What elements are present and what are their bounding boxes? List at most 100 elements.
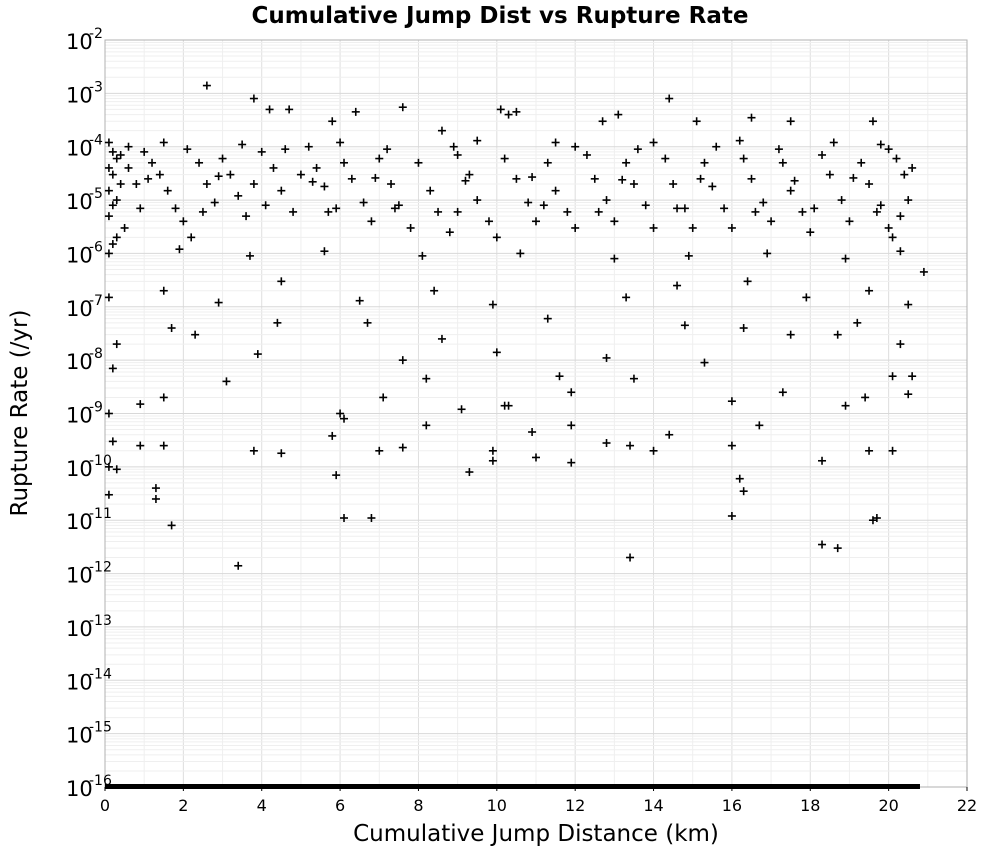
data-point (751, 207, 760, 216)
data-point (218, 154, 227, 163)
data-point (904, 300, 913, 309)
data-point (492, 233, 501, 242)
data-point (175, 245, 184, 254)
data-point (465, 170, 474, 179)
data-point (108, 364, 117, 373)
data-point (273, 318, 282, 327)
data-point (112, 233, 121, 242)
y-tick-label: 10-12 (66, 560, 112, 588)
data-point (727, 441, 736, 450)
data-point (567, 458, 576, 467)
data-point (445, 228, 454, 237)
data-point (798, 207, 807, 216)
data-point (720, 204, 729, 213)
x-tick-labels: 0 2 4 6 8 10 12 14 16 18 20 22 (100, 787, 977, 815)
data-point (500, 154, 509, 163)
data-point (112, 465, 121, 474)
data-point (904, 390, 913, 399)
data-point (892, 154, 901, 163)
data-point (191, 330, 200, 339)
data-point (849, 173, 858, 182)
data-point (104, 212, 113, 221)
data-point (743, 277, 752, 286)
data-point (136, 441, 145, 450)
data-point (896, 247, 905, 256)
data-point (763, 249, 772, 258)
data-point (774, 145, 783, 154)
data-point (833, 544, 842, 553)
x-axis-label: Cumulative Jump Distance (km) (353, 821, 719, 847)
data-point (461, 176, 470, 185)
data-point (629, 374, 638, 383)
y-tick-base: 10 (66, 83, 93, 107)
y-tick-base: 10 (66, 190, 93, 214)
y-tick-exponent: -3 (89, 79, 103, 95)
data-point (735, 136, 744, 145)
data-point (590, 174, 599, 183)
data-points (104, 81, 928, 789)
data-point (700, 358, 709, 367)
data-point (375, 154, 384, 163)
data-point (767, 217, 776, 226)
x-tick-label: 6 (335, 796, 345, 815)
data-point (124, 163, 133, 172)
data-point (398, 103, 407, 112)
data-point (861, 393, 870, 402)
data-point (112, 154, 121, 163)
data-point (238, 140, 247, 149)
data-point (108, 437, 117, 446)
data-point (289, 207, 298, 216)
data-point (136, 400, 145, 409)
data-point (841, 254, 850, 263)
data-point (692, 117, 701, 126)
data-point (865, 180, 874, 189)
data-point (888, 446, 897, 455)
data-point (845, 217, 854, 226)
data-point (390, 204, 399, 213)
data-point (602, 196, 611, 205)
data-point (418, 251, 427, 260)
y-tick-exponent: -11 (89, 506, 112, 522)
data-point (104, 490, 113, 499)
data-point (422, 374, 431, 383)
data-point (159, 138, 168, 147)
data-point (665, 430, 674, 439)
data-point (202, 81, 211, 90)
data-point (332, 204, 341, 213)
data-point (629, 180, 638, 189)
data-point (673, 281, 682, 290)
data-point (810, 204, 819, 213)
data-point (195, 158, 204, 167)
data-point (387, 180, 396, 189)
data-point (332, 471, 341, 480)
data-point (532, 217, 540, 226)
data-point (351, 107, 360, 116)
x-tick-label: 20 (878, 796, 898, 815)
data-point (778, 158, 787, 167)
data-point (712, 142, 721, 151)
data-point (484, 217, 493, 226)
data-point (108, 201, 117, 210)
data-point (622, 293, 631, 302)
data-point (708, 182, 717, 191)
data-point (328, 117, 337, 126)
data-point (340, 414, 349, 423)
data-point (363, 318, 372, 327)
data-point (347, 174, 356, 183)
data-point (727, 397, 736, 406)
data-point (163, 186, 172, 195)
data-point (340, 514, 349, 523)
data-point (179, 217, 188, 226)
data-point (876, 140, 885, 149)
x-tick-label: 14 (643, 796, 663, 815)
data-point (727, 223, 736, 232)
y-tick-base: 10 (66, 777, 93, 801)
data-point (277, 186, 286, 195)
data-point (328, 431, 337, 440)
data-point (571, 223, 580, 232)
data-point (249, 94, 258, 103)
data-point (488, 300, 497, 309)
data-point (277, 277, 286, 286)
data-point (665, 94, 674, 103)
y-tick-label: 10-16 (66, 773, 112, 801)
